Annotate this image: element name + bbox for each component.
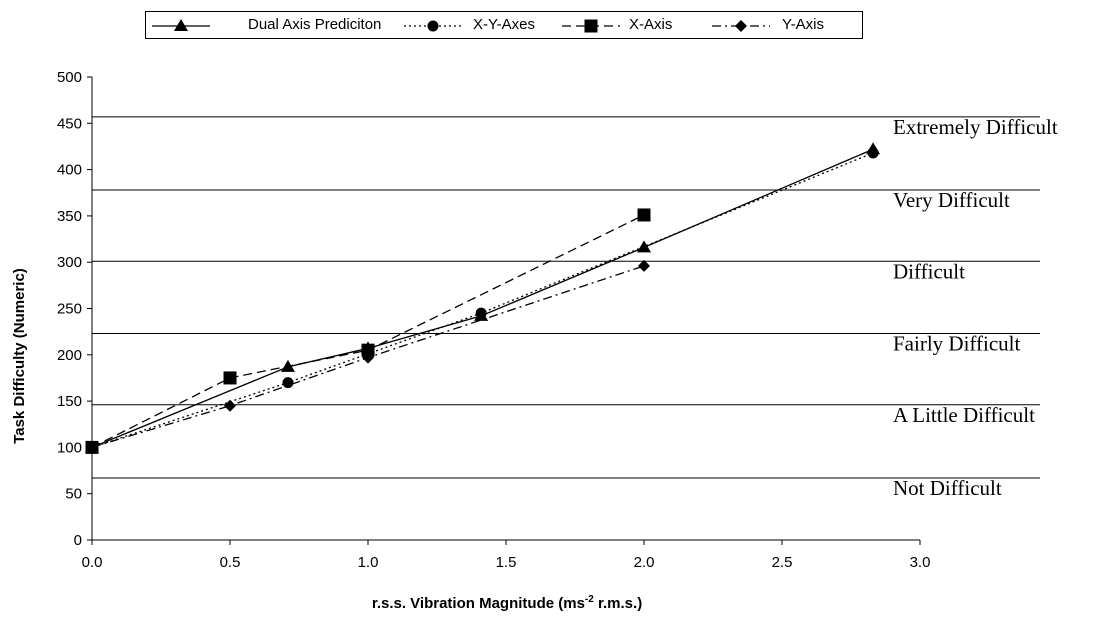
reference-label-very-difficult: Very Difficult [893, 188, 1010, 212]
reference-label-extremely-difficult: Extremely Difficult [893, 115, 1058, 139]
y-tick-label: 450 [57, 115, 82, 132]
series-line-x-y-axes [91, 152, 874, 449]
series-group [85, 142, 881, 454]
data-point-x-axis [637, 208, 651, 222]
x-tick-label: 1.5 [496, 554, 517, 571]
x-tick-label: 1.0 [358, 554, 379, 571]
y-tick-label: 400 [57, 162, 82, 179]
x-tick-label: 3.0 [910, 554, 931, 571]
y-axis-title: Task Difficulty (Numeric) [11, 268, 28, 444]
reference-label-a-little-difficult: A Little Difficult [893, 403, 1035, 427]
series-line-dual-axis-prediciton [91, 148, 874, 449]
axes: 0 50 100 150 200 250 300 350 400 450 500 0.0 0.5 1.0 1… [57, 69, 930, 571]
y-tick-label: 350 [57, 208, 82, 225]
x-axis-title: r.s.s. Vibration Magnitude (ms-2 r.m.s.) [372, 594, 642, 612]
x-tick-label: 0.0 [82, 554, 103, 571]
data-point-y-axis [638, 259, 650, 272]
reference-label-difficult: Difficult [893, 259, 965, 283]
data-point-x-axis [361, 343, 375, 357]
legend-label-dual-axis: Dual Axis Prediciton [248, 16, 382, 33]
legend-marker-x-axis [584, 19, 598, 33]
data-point-x-y-axes [475, 307, 487, 319]
x-tick-label: 2.0 [634, 554, 655, 571]
series-line-y-axis [91, 265, 645, 449]
data-point-y-axis [362, 351, 374, 364]
data-point-y-axis [224, 399, 236, 412]
legend-marker-x-y-axes [427, 20, 439, 32]
y-tick-label: 500 [57, 69, 82, 86]
data-point-x-y-axes [282, 377, 294, 389]
y-tick-label: 100 [57, 439, 82, 456]
y-tick-label: 200 [57, 347, 82, 364]
data-point-dual-axis-prediciton [637, 240, 651, 253]
reference-label-not-difficult: Not Difficult [893, 476, 1002, 500]
legend-swatches [152, 19, 770, 33]
data-point-x-axis [223, 371, 237, 385]
x-tick-label: 0.5 [220, 554, 241, 571]
legend-label-xy-axes: X-Y-Axes [473, 16, 535, 33]
data-point-x-y-axes [867, 147, 879, 159]
legend: Dual Axis Prediciton X-Y-Axes X-Axis Y-A… [145, 11, 863, 39]
legend-marker-y-axis [735, 20, 747, 32]
x-tick-label: 2.5 [772, 554, 793, 571]
series-line-x-axis [91, 214, 645, 448]
y-tick-label: 250 [57, 301, 82, 318]
y-tick-label: 300 [57, 254, 82, 271]
legend-marker-dual-axis-prediciton [174, 19, 188, 31]
y-tick-label: 50 [65, 486, 82, 503]
reference-label-fairly-difficult: Fairly Difficult [893, 332, 1021, 356]
y-tick-label: 0 [74, 532, 82, 549]
y-tick-label: 150 [57, 393, 82, 410]
reference-lines: Not Difficult A Little Difficult Fairly Di… [92, 115, 1058, 500]
legend-label-y-axis: Y-Axis [782, 16, 824, 33]
data-point-y-axis [86, 441, 98, 454]
legend-label-x-axis: X-Axis [629, 16, 673, 33]
